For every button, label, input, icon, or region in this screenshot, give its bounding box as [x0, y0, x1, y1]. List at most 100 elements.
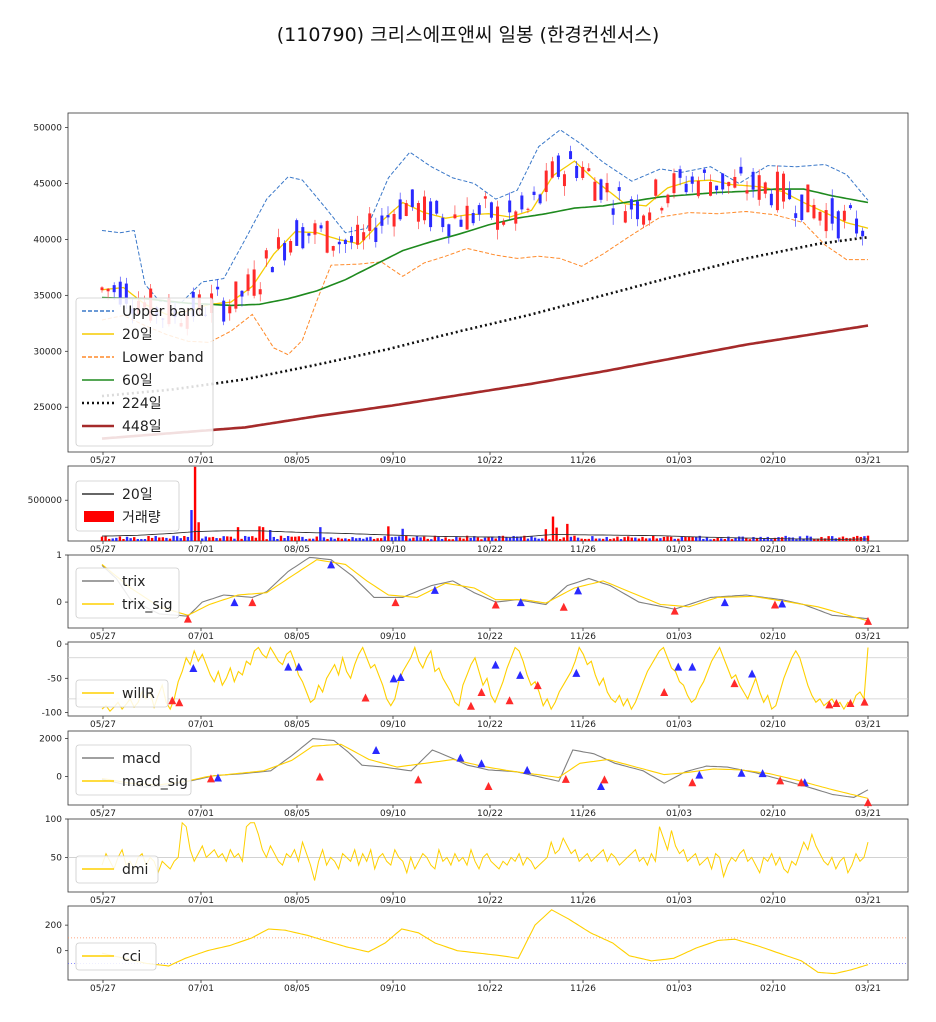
trix-marker-red: [864, 616, 872, 625]
volume-bar: [379, 538, 383, 541]
candle-body: [368, 213, 372, 231]
volume-bar: [247, 536, 250, 541]
volume-bar: [337, 537, 340, 541]
volume-bar: [226, 536, 229, 541]
willr-marker-red: [505, 696, 514, 705]
x-tick-label: 03/21: [855, 632, 881, 642]
x-tick-label: 11/26: [570, 896, 596, 906]
volume-bar: [251, 536, 254, 541]
volume-bar: [702, 538, 705, 541]
candle-body: [222, 300, 226, 322]
volume-bar: [354, 538, 358, 541]
macd-marker-blue: [523, 765, 532, 774]
volume-bar: [716, 537, 719, 541]
x-tick-label: 05/27: [90, 984, 116, 994]
volume-bar: [211, 536, 215, 541]
volume-bar: [580, 538, 583, 541]
volume-bar: [598, 538, 601, 541]
volume-bar: [311, 538, 315, 541]
volume-bar: [526, 538, 530, 541]
willr-marker-blue: [189, 664, 198, 673]
volume-bar: [490, 536, 494, 541]
x-tick-label: 07/01: [188, 456, 214, 466]
volume-bar: [644, 538, 648, 541]
volume-bar: [340, 538, 344, 541]
y-tick-label: -50: [47, 674, 62, 684]
y-tick-label: 35000: [33, 291, 62, 301]
volume-bar: [269, 529, 272, 541]
candle-body: [343, 239, 347, 245]
volume-bar: [422, 536, 426, 541]
legend-label: trix: [122, 574, 145, 590]
price-series-line: [101, 235, 869, 398]
legend-swatch: [84, 511, 114, 522]
candle-body: [380, 215, 384, 226]
candle-body: [763, 182, 767, 194]
candle-body: [788, 189, 792, 200]
macd-marker-blue: [758, 769, 767, 778]
volume-bar: [512, 535, 515, 541]
price-series-line: [101, 324, 869, 440]
volume-bar: [236, 527, 240, 541]
legend-box: [75, 942, 157, 971]
volume-bar: [129, 538, 132, 541]
trix-marker-red: [770, 600, 779, 609]
volume-bar: [254, 537, 258, 541]
volume-bar: [322, 537, 326, 541]
trix-marker-blue: [327, 560, 336, 569]
volume-bar: [408, 538, 412, 541]
willr-marker-blue: [748, 669, 757, 678]
volume-bar: [465, 535, 469, 541]
candle-body: [739, 166, 743, 174]
volume-bar: [483, 537, 487, 541]
volume-bar: [626, 536, 630, 541]
candle-body: [124, 283, 128, 304]
candle-body: [374, 227, 378, 242]
volume-bar: [616, 536, 619, 541]
candle-body: [289, 241, 293, 253]
volume-bar: [558, 539, 562, 541]
volume-bar: [494, 538, 497, 541]
x-tick-label: 05/27: [90, 545, 116, 555]
macd-line: [101, 738, 869, 798]
volume-bar: [856, 535, 859, 541]
candle-body: [678, 169, 682, 178]
volume-bar: [612, 538, 616, 541]
volume-bar: [401, 528, 404, 541]
x-tick-label: 03/21: [855, 545, 881, 555]
x-tick-label: 03/21: [855, 456, 881, 466]
volume-bar: [770, 539, 773, 541]
y-tick-label: 0: [56, 947, 62, 957]
volume-bar: [519, 537, 522, 541]
dmi-line: [101, 821, 869, 881]
x-tick-label: 03/21: [855, 896, 881, 906]
y-tick-label: -100: [42, 709, 63, 719]
candle-body: [818, 211, 822, 221]
volume-bar: [294, 536, 297, 541]
volume-bar: [201, 538, 204, 541]
candle-body: [337, 241, 341, 245]
volume-bar: [530, 536, 533, 541]
volume-bar: [179, 538, 182, 541]
candle-body: [465, 205, 469, 230]
candle-body: [599, 179, 603, 200]
trix-marker-red: [183, 614, 192, 623]
volume-bar: [426, 538, 429, 541]
volume-bar: [687, 536, 691, 541]
candle-body: [702, 169, 706, 173]
volume-bar: [290, 536, 293, 541]
trix-panel-frame: [67, 554, 909, 629]
volume-bar: [831, 536, 834, 541]
candle-body: [611, 208, 615, 215]
volume-bar: [451, 539, 454, 541]
volume-bar: [301, 536, 304, 541]
macd-marker-red: [600, 775, 609, 784]
candle-body: [617, 187, 621, 191]
trix-marker-blue: [516, 598, 525, 607]
willr-marker-blue: [572, 668, 581, 677]
candle-body: [556, 155, 560, 177]
x-tick-label: 11/26: [570, 632, 596, 642]
legend-label: Lower band: [122, 350, 204, 366]
trix-marker-red: [491, 600, 500, 609]
